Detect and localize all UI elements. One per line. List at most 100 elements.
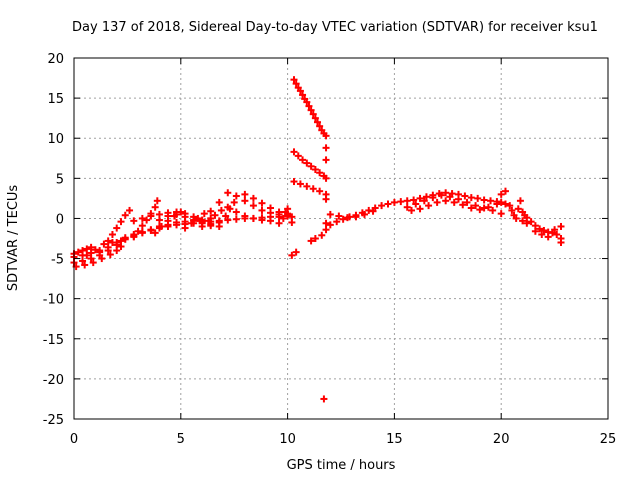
data-point bbox=[384, 200, 392, 208]
y-tick-label: -10 bbox=[43, 293, 64, 308]
data-point bbox=[305, 102, 313, 110]
data-point bbox=[173, 218, 181, 226]
data-point bbox=[151, 229, 159, 237]
data-point bbox=[288, 218, 296, 226]
data-point bbox=[454, 195, 462, 203]
data-point bbox=[258, 216, 266, 224]
data-point bbox=[108, 239, 116, 247]
x-tick-label: 15 bbox=[386, 432, 403, 447]
data-point bbox=[138, 214, 146, 222]
data-point bbox=[284, 205, 292, 213]
data-point bbox=[309, 185, 317, 193]
data-point bbox=[501, 200, 509, 208]
data-point bbox=[205, 217, 213, 225]
data-point bbox=[501, 187, 509, 195]
data-point bbox=[113, 247, 121, 255]
data-point bbox=[147, 212, 155, 220]
data-point bbox=[474, 194, 482, 202]
data-point bbox=[339, 215, 347, 223]
data-point bbox=[207, 222, 215, 230]
data-point bbox=[437, 191, 445, 199]
data-point bbox=[467, 194, 475, 202]
data-point bbox=[493, 200, 501, 208]
data-point bbox=[241, 197, 249, 205]
data-point bbox=[314, 118, 322, 126]
data-point bbox=[267, 217, 275, 225]
data-point bbox=[322, 156, 330, 164]
data-point bbox=[173, 210, 181, 218]
data-point bbox=[538, 230, 546, 238]
data-point bbox=[407, 206, 415, 214]
data-point bbox=[512, 214, 520, 222]
data-point bbox=[322, 144, 330, 152]
data-point bbox=[96, 248, 104, 256]
data-point bbox=[553, 230, 561, 238]
plot-frame bbox=[73, 57, 609, 420]
data-point bbox=[320, 395, 328, 403]
data-points bbox=[70, 76, 565, 403]
x-axis-label: GPS time / hours bbox=[287, 458, 396, 473]
data-point bbox=[303, 98, 311, 106]
data-point bbox=[540, 226, 548, 234]
data-point bbox=[290, 178, 298, 186]
data-point bbox=[322, 132, 330, 140]
data-point bbox=[425, 202, 433, 210]
data-point bbox=[316, 122, 324, 130]
y-tick-label: -20 bbox=[43, 373, 64, 388]
data-point bbox=[442, 197, 450, 205]
data-point bbox=[412, 200, 420, 208]
data-point bbox=[463, 198, 471, 206]
x-tick-label: 25 bbox=[600, 432, 617, 447]
data-point bbox=[121, 234, 129, 242]
y-tick-label: -15 bbox=[43, 333, 64, 348]
data-point bbox=[258, 206, 266, 214]
y-tick-label: 5 bbox=[56, 172, 64, 187]
data-point bbox=[397, 198, 405, 206]
data-point bbox=[484, 203, 492, 211]
data-point bbox=[433, 198, 441, 206]
data-point bbox=[497, 210, 505, 218]
data-point bbox=[117, 237, 125, 245]
data-point bbox=[416, 205, 424, 213]
data-point bbox=[215, 218, 223, 226]
data-point bbox=[429, 194, 437, 202]
data-point bbox=[83, 251, 91, 259]
data-point bbox=[249, 202, 257, 210]
data-point bbox=[241, 212, 249, 220]
data-point bbox=[326, 210, 334, 218]
data-point bbox=[143, 216, 151, 224]
data-point bbox=[224, 189, 232, 197]
data-point bbox=[164, 212, 172, 220]
data-point bbox=[207, 207, 215, 215]
data-point bbox=[303, 182, 311, 190]
data-point bbox=[267, 204, 275, 212]
data-point bbox=[198, 222, 206, 230]
data-point bbox=[318, 231, 326, 239]
data-point bbox=[158, 222, 166, 230]
data-point bbox=[322, 174, 330, 182]
data-point bbox=[215, 198, 223, 206]
data-point bbox=[508, 206, 516, 214]
data-point bbox=[480, 196, 488, 204]
data-point bbox=[296, 87, 304, 95]
data-point bbox=[544, 233, 552, 241]
data-point bbox=[108, 230, 116, 238]
data-point bbox=[130, 217, 138, 225]
data-point bbox=[316, 169, 324, 177]
data-point bbox=[450, 198, 458, 206]
data-point bbox=[422, 193, 430, 201]
chart-title: Day 137 of 2018, Sidereal Day-to-day VTE… bbox=[72, 20, 598, 35]
data-point bbox=[303, 159, 311, 167]
data-point bbox=[333, 218, 341, 226]
data-point bbox=[153, 197, 161, 205]
data-point bbox=[309, 110, 317, 118]
data-point bbox=[134, 227, 142, 235]
data-point bbox=[200, 210, 208, 218]
data-point bbox=[514, 205, 522, 213]
data-point bbox=[104, 237, 112, 245]
data-point bbox=[294, 152, 302, 160]
data-point bbox=[516, 197, 524, 205]
data-point bbox=[459, 201, 467, 209]
data-point bbox=[343, 214, 351, 222]
